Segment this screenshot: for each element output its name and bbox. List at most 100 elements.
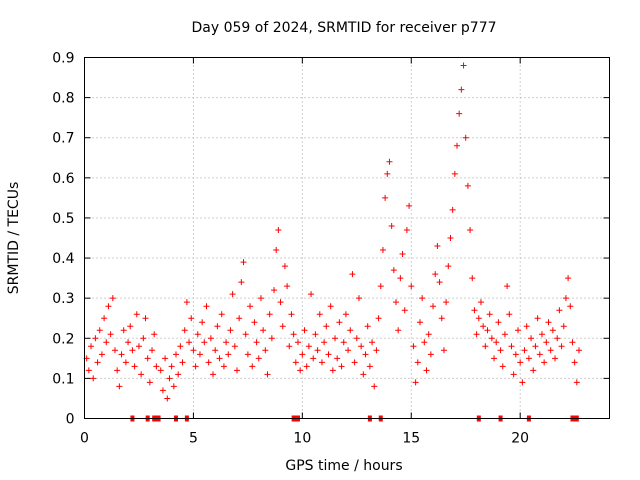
data-point — [386, 158, 393, 165]
data-point — [486, 311, 493, 318]
data-point — [327, 303, 334, 310]
data-point — [268, 335, 275, 342]
data-point — [233, 367, 240, 374]
data-point — [273, 247, 280, 254]
data-point — [207, 335, 214, 342]
data-point — [332, 335, 339, 342]
data-point — [412, 379, 419, 386]
data-point — [517, 359, 524, 366]
data-point — [436, 279, 443, 286]
data-point — [192, 363, 199, 370]
data-point — [133, 311, 140, 318]
chart-title: Day 059 of 2024, SRMTID for receiver p77… — [191, 20, 496, 36]
data-point — [105, 303, 112, 310]
data-point — [423, 367, 430, 374]
data-point — [403, 226, 410, 233]
data-point — [308, 291, 315, 298]
data-point — [384, 170, 391, 177]
data-point — [203, 303, 210, 310]
data-point — [111, 347, 118, 354]
data-point — [114, 367, 121, 374]
data-point — [299, 351, 306, 358]
y-tick-label: 0.7 — [52, 131, 74, 147]
data-point — [321, 339, 328, 346]
data-point — [279, 323, 286, 330]
data-point — [201, 339, 208, 346]
data-point — [406, 202, 413, 209]
data-point — [96, 327, 103, 334]
data-point — [186, 339, 193, 346]
data-point — [212, 347, 219, 354]
data-point — [410, 343, 417, 350]
data-point — [151, 331, 158, 338]
data-point — [480, 323, 487, 330]
data-point — [460, 62, 467, 69]
data-point — [573, 379, 580, 386]
data-point — [255, 355, 262, 362]
data-point — [205, 359, 212, 366]
data-point — [238, 279, 245, 286]
data-point — [565, 275, 572, 282]
data-point — [379, 247, 386, 254]
data-point — [349, 271, 356, 278]
y-tick-label: 0.3 — [52, 291, 74, 307]
data-point — [554, 335, 561, 342]
data-point — [260, 327, 267, 334]
data-point — [576, 347, 583, 354]
data-point — [425, 331, 432, 338]
data-point — [488, 335, 495, 342]
data-point — [491, 355, 498, 362]
data-point — [271, 287, 278, 294]
data-point — [142, 315, 149, 322]
data-point — [421, 339, 428, 346]
data-point — [345, 347, 352, 354]
data-point — [373, 347, 380, 354]
data-point — [408, 283, 415, 290]
data-point — [377, 283, 384, 290]
data-point — [558, 343, 565, 350]
data-point — [390, 267, 397, 274]
data-point — [92, 335, 99, 342]
data-point — [567, 303, 574, 310]
y-tick-label: 0.9 — [52, 51, 74, 67]
data-point — [538, 331, 545, 338]
data-point — [338, 363, 345, 370]
data-point — [506, 311, 513, 318]
data-point — [316, 311, 323, 318]
data-point — [218, 311, 225, 318]
data-point — [521, 347, 528, 354]
data-point — [118, 351, 125, 358]
data-point — [297, 367, 304, 374]
data-point — [264, 371, 271, 378]
data-point — [275, 226, 282, 233]
data-point — [149, 347, 156, 354]
data-point — [240, 259, 247, 266]
data-point — [469, 275, 476, 282]
data-point — [515, 327, 522, 334]
data-point — [284, 283, 291, 290]
data-point — [223, 339, 230, 346]
data-point — [116, 383, 123, 390]
axis-ticks: 0 0.1 0.2 0.3 0.4 0.5 0.6 0.7 0.8 0.9 0 5 10 15 20 — [52, 51, 610, 447]
y-tick-label: 0.5 — [52, 211, 74, 227]
data-point — [523, 323, 530, 330]
data-point — [249, 363, 256, 370]
data-point — [560, 323, 567, 330]
data-point — [454, 142, 461, 149]
data-point — [342, 311, 349, 318]
data-point — [360, 371, 367, 378]
data-point — [336, 319, 343, 326]
data-points — [83, 62, 583, 422]
data-point — [334, 355, 341, 362]
y-tick-label: 0 — [66, 412, 75, 428]
x-tick-label: 5 — [189, 431, 198, 447]
data-point — [325, 351, 332, 358]
data-point — [162, 355, 169, 362]
data-point — [497, 347, 504, 354]
data-point — [375, 315, 382, 322]
data-point — [358, 343, 365, 350]
data-point — [541, 359, 548, 366]
data-point — [101, 315, 108, 322]
data-point — [482, 343, 489, 350]
data-point — [159, 387, 166, 394]
